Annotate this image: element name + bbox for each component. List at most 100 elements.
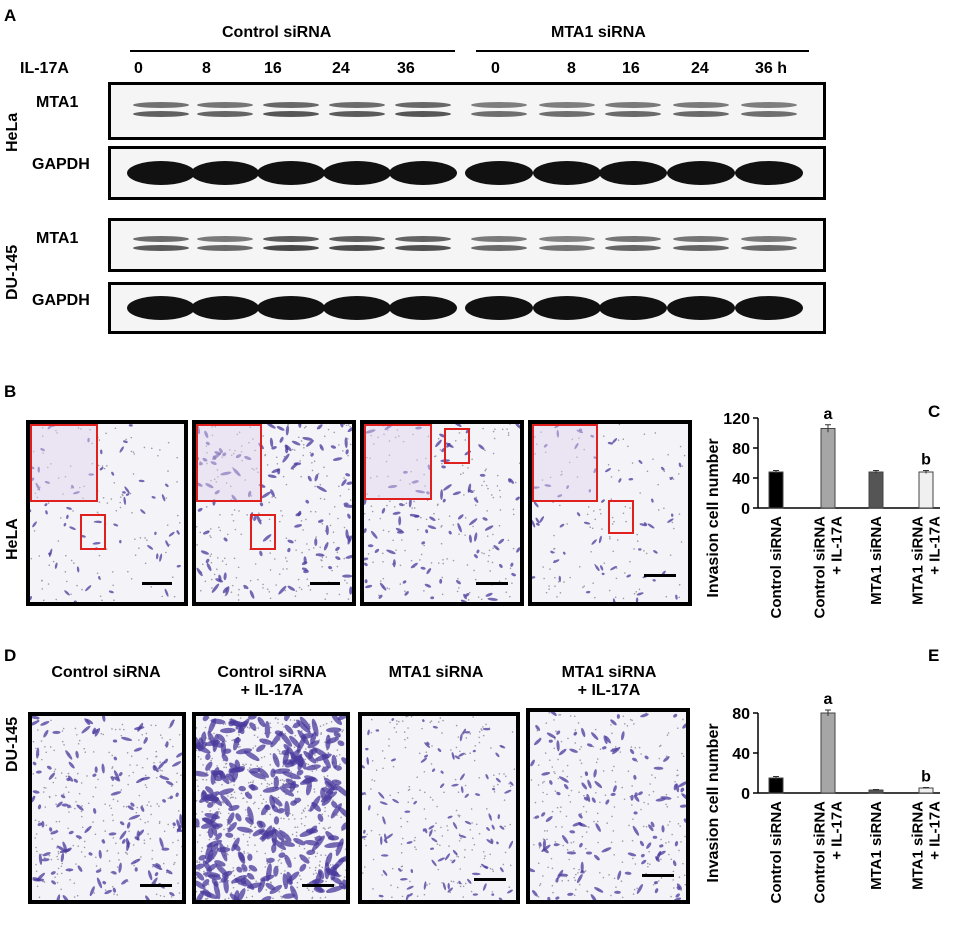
stained-cell	[461, 599, 468, 602]
membrane-pore	[467, 599, 470, 601]
membrane-pore	[281, 849, 283, 852]
membrane-pore	[249, 426, 252, 429]
membrane-pore	[144, 537, 146, 539]
membrane-pore	[483, 552, 485, 555]
membrane-pore	[237, 599, 240, 601]
membrane-pore	[177, 882, 179, 884]
membrane-pore	[603, 435, 605, 437]
membrane-pore	[465, 737, 468, 739]
membrane-pore	[113, 599, 115, 602]
membrane-pore	[509, 595, 511, 598]
membrane-pore	[253, 468, 255, 471]
membrane-pore	[472, 716, 474, 718]
membrane-pore	[400, 865, 403, 868]
stained-cell	[398, 868, 402, 872]
row-label-gapdh: GAPDH	[32, 292, 90, 309]
group-underline-control	[130, 50, 455, 52]
membrane-pore	[683, 874, 686, 877]
membrane-pore	[141, 733, 144, 736]
membrane-pore	[458, 840, 461, 842]
stained-cell	[578, 813, 583, 819]
membrane-pore	[389, 721, 391, 724]
stained-cell	[214, 490, 220, 495]
membrane-pore	[222, 723, 225, 726]
membrane-pore	[280, 817, 282, 820]
stained-cell	[548, 739, 553, 743]
stained-cell	[196, 871, 205, 881]
stained-cell	[341, 822, 346, 831]
membrane-pore	[202, 764, 204, 766]
membrane-pore	[256, 736, 259, 739]
membrane-pore	[306, 543, 308, 545]
membrane-pore	[296, 886, 299, 889]
membrane-pore	[282, 475, 285, 478]
membrane-pore	[76, 733, 78, 736]
membrane-pore	[395, 731, 398, 733]
membrane-pore	[101, 465, 104, 467]
membrane-pore	[153, 762, 155, 764]
membrane-pore	[599, 748, 602, 751]
membrane-pore	[177, 810, 180, 812]
membrane-pore	[446, 558, 448, 560]
stained-cell	[447, 815, 453, 819]
membrane-pore	[231, 796, 233, 799]
membrane-pore	[492, 533, 494, 536]
stained-cell	[681, 793, 686, 801]
membrane-pore	[399, 479, 402, 481]
membrane-pore	[338, 753, 341, 756]
membrane-pore	[626, 725, 629, 727]
stained-cell	[594, 780, 603, 789]
membrane-pore	[643, 433, 646, 435]
membrane-pore	[388, 530, 390, 533]
micrograph-hela-mta1-il17a	[528, 420, 692, 606]
membrane-pore	[678, 876, 681, 878]
stained-cell	[444, 853, 451, 861]
membrane-pore	[475, 496, 478, 499]
membrane-pore	[377, 436, 379, 439]
membrane-pore	[318, 739, 320, 741]
stained-cell	[424, 828, 428, 834]
stained-cell	[473, 554, 478, 559]
stained-cell	[85, 718, 94, 725]
band-mta1-lower	[673, 111, 729, 117]
membrane-pore	[343, 424, 345, 426]
membrane-pore	[416, 776, 419, 778]
band-mta1-lower	[329, 111, 385, 117]
stained-cell	[233, 737, 241, 744]
membrane-pore	[342, 729, 344, 731]
band-mta1-upper	[539, 236, 595, 242]
membrane-pore	[304, 816, 307, 818]
membrane-pore	[613, 520, 615, 523]
stained-cell	[129, 814, 141, 820]
membrane-pore	[549, 476, 552, 479]
membrane-pore	[210, 479, 212, 482]
membrane-pore	[509, 823, 511, 826]
membrane-pore	[636, 760, 638, 763]
membrane-pore	[73, 882, 76, 884]
membrane-pore	[614, 596, 617, 598]
membrane-pore	[252, 438, 254, 440]
membrane-pore	[138, 547, 140, 549]
membrane-pore	[65, 580, 68, 583]
membrane-pore	[265, 801, 268, 803]
membrane-pore	[221, 716, 224, 717]
membrane-pore	[119, 728, 121, 731]
membrane-pore	[509, 567, 512, 570]
stained-cell	[297, 510, 302, 517]
membrane-pore	[491, 868, 494, 871]
membrane-pore	[83, 747, 86, 750]
membrane-pore	[472, 525, 474, 528]
stained-cell	[392, 798, 400, 804]
stained-cell	[365, 584, 373, 589]
membrane-pore	[132, 451, 135, 453]
membrane-pore	[614, 781, 617, 783]
stained-cell	[459, 773, 465, 781]
micrograph-cells	[530, 712, 686, 900]
membrane-pore	[34, 492, 37, 495]
stained-cell	[553, 843, 560, 847]
membrane-pore	[52, 560, 55, 563]
stained-cell	[243, 584, 249, 590]
membrane-pore	[155, 893, 158, 896]
membrane-pore	[274, 717, 277, 720]
membrane-pore	[672, 870, 675, 873]
